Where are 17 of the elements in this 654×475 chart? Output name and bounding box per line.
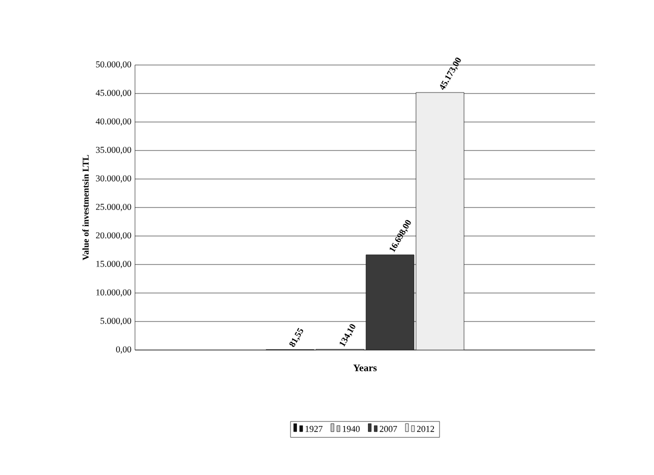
y-tick-label: 20.000,00 xyxy=(96,232,132,240)
y-tick-label: 0,00 xyxy=(116,346,132,354)
legend-label: 2007 xyxy=(380,426,398,432)
y-axis-title: Value of investmentsin LTL xyxy=(82,155,89,260)
y-tick-label: 15.000,00 xyxy=(96,260,132,268)
x-axis-title: Years xyxy=(353,364,377,372)
legend-label: 2012 xyxy=(417,426,434,432)
y-tick-label: 10.000,00 xyxy=(96,289,132,297)
y-tick-label: 5.000,00 xyxy=(100,318,132,326)
y-tick-label: 30.000,00 xyxy=(96,175,132,183)
legend-label: 1927 xyxy=(306,426,323,432)
y-tick-label: 40.000,00 xyxy=(96,118,132,126)
y-tick-label: 45.000,00 xyxy=(96,90,132,98)
y-tick-label: 35.000,00 xyxy=(96,146,132,154)
legend-label: 1940 xyxy=(342,426,360,432)
y-tick-label: 50.000,00 xyxy=(96,61,132,69)
y-tick-label: 25.000,00 xyxy=(96,204,132,212)
